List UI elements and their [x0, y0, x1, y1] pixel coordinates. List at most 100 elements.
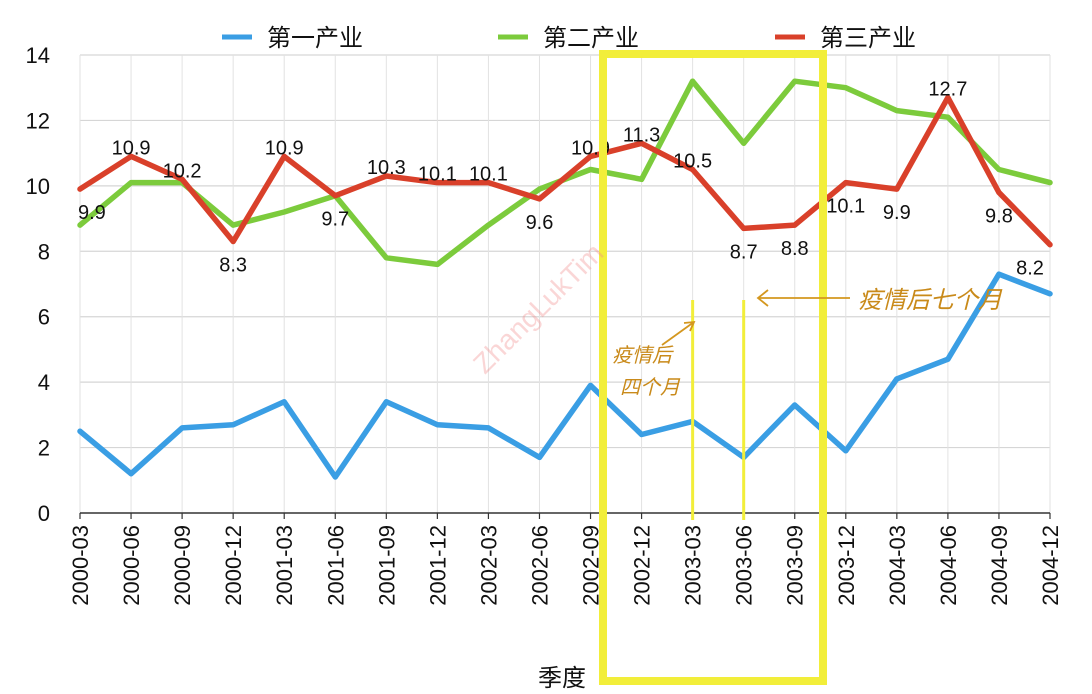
x-tick-label: 2001-12: [425, 525, 450, 606]
data-label: 10.2: [163, 160, 202, 182]
x-tick-label: 2002-06: [527, 525, 552, 606]
data-label: 9.9: [78, 202, 106, 224]
data-point: [179, 176, 185, 182]
x-tick-label: 2000-06: [119, 525, 144, 606]
data-label: 10.9: [265, 137, 304, 159]
legend-label: 第三产业: [820, 24, 916, 52]
annotation-seven-months-text: 疫情后七个月: [858, 286, 1003, 314]
data-labels: 9.910.910.28.310.99.710.3 10.1 10.19.610.9…: [78, 79, 1044, 280]
annotation-arrow-icon: [661, 320, 696, 346]
data-point: [536, 196, 542, 202]
data-point: [434, 180, 440, 186]
data-point: [588, 382, 594, 388]
data-point: [690, 167, 696, 172]
data-point: [434, 422, 440, 428]
data-point: [894, 186, 900, 192]
x-tick-label: 2002-03: [476, 525, 501, 606]
x-tick-label: 2004-12: [1038, 525, 1063, 606]
data-label: 9.7: [321, 209, 349, 231]
series-line-1: [77, 271, 1053, 480]
data-point: [588, 153, 594, 159]
data-point: [383, 255, 389, 261]
data-point: [485, 222, 491, 228]
data-point: [77, 428, 83, 434]
x-tick-label: 2000-09: [170, 525, 195, 606]
data-point: [179, 425, 185, 431]
annotation-four-months-line2: 四个月: [620, 375, 681, 399]
y-tick-label: 14: [26, 43, 50, 68]
data-label: 10.3: [367, 157, 406, 179]
data-point: [894, 108, 900, 114]
highlight-box: [599, 50, 827, 685]
data-label: 9.9: [883, 202, 911, 224]
x-tick-label: 2001-09: [374, 525, 399, 606]
data-point: [77, 186, 83, 192]
annotation-seven-months: 疫情后七个月: [756, 286, 1003, 314]
x-tick-label: 2003-06: [732, 525, 757, 606]
y-tick-label: 6: [38, 305, 50, 330]
data-point: [1047, 242, 1053, 248]
data-point: [383, 173, 389, 179]
grid-lines: [79, 54, 1051, 513]
data-point: [281, 153, 287, 159]
data-point: [230, 222, 236, 228]
data-point: [230, 422, 236, 428]
y-tick-label: 2: [38, 436, 50, 461]
data-label: 12.7: [928, 79, 967, 101]
y-tick-label: 8: [38, 239, 50, 264]
data-point: [639, 176, 645, 182]
data-point: [281, 209, 287, 215]
data-label: 8.8: [781, 238, 809, 260]
data-label: 9.6: [526, 212, 554, 234]
data-point: [996, 167, 1002, 172]
x-tick-label: 2003-09: [783, 525, 808, 606]
x-tick-label: 2004-09: [987, 525, 1012, 606]
data-point: [383, 399, 389, 405]
data-point: [639, 431, 645, 437]
data-label: 9.8: [985, 205, 1013, 227]
data-label: 8.7: [730, 241, 758, 263]
data-label: 10.1: [418, 164, 457, 186]
data-point: [332, 193, 338, 199]
data-point: [536, 186, 542, 192]
data-point: [77, 222, 83, 228]
data-label: 8.2: [1016, 258, 1044, 280]
data-point: [536, 454, 542, 460]
legend-label: 第二产业: [543, 24, 639, 52]
x-tick-label: 2003-12: [834, 525, 859, 606]
data-point: [741, 140, 747, 146]
x-tick-label: 2004-03: [885, 525, 910, 606]
y-tick-label: 10: [26, 174, 50, 199]
data-label: 11.3: [623, 124, 660, 146]
x-tick-label: 2003-03: [681, 525, 706, 606]
data-point: [128, 471, 134, 477]
data-label: 10.5: [673, 151, 712, 173]
data-point: [128, 180, 134, 186]
x-tick-label: 2000-12: [221, 525, 246, 606]
annotation-four-months: 疫情后 四个月: [612, 320, 696, 399]
y-axis-ticks: 0 2 4 6 8 10 12 14: [26, 43, 50, 526]
series-layer: [77, 78, 1053, 480]
x-tick-label: 2001-03: [272, 525, 297, 606]
series-line-3: [77, 94, 1053, 248]
annotation-four-months-line1: 疫情后: [612, 343, 674, 367]
y-tick-label: 12: [26, 108, 50, 133]
data-point: [1047, 291, 1053, 297]
data-point: [639, 140, 645, 146]
data-point: [281, 399, 287, 405]
data-point: [996, 271, 1002, 277]
x-tick-label: 2002-12: [630, 525, 655, 606]
data-point: [485, 425, 491, 431]
annotation-arrow-icon: [756, 289, 850, 307]
data-point: [945, 95, 951, 101]
data-point: [1047, 180, 1053, 186]
data-point: [945, 114, 951, 120]
y-tick-label: 0: [38, 501, 50, 526]
x-tick-label: 2004-06: [936, 525, 961, 606]
data-point: [485, 180, 491, 186]
data-label: 10.1: [469, 164, 508, 186]
data-point: [843, 448, 849, 454]
data-point: [741, 225, 747, 231]
x-tick-label: 2000-03: [68, 525, 93, 606]
